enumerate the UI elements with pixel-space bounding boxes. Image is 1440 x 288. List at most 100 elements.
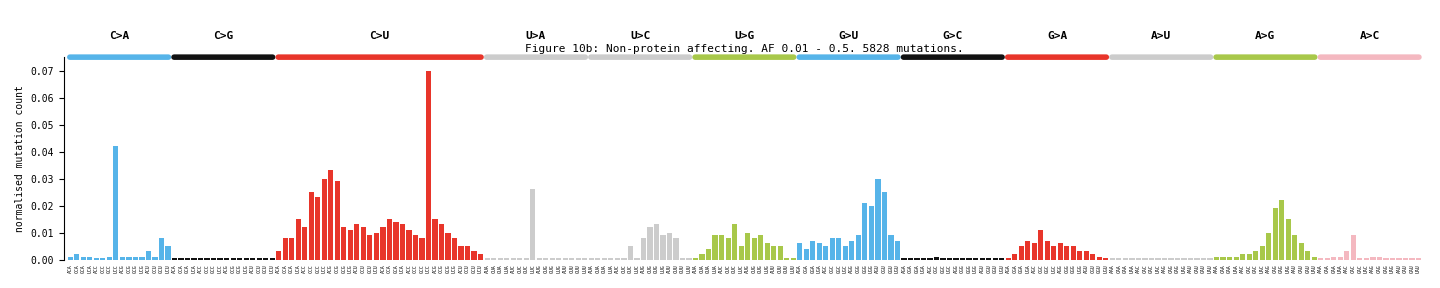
Bar (654, 224, 660, 259)
Bar (1312, 257, 1318, 259)
Bar (511, 258, 516, 259)
Bar (120, 257, 125, 259)
Bar (393, 222, 399, 259)
Bar (798, 243, 802, 259)
Bar (264, 258, 268, 259)
Bar (471, 251, 477, 259)
Bar (94, 258, 99, 259)
Bar (589, 258, 593, 259)
Bar (888, 235, 894, 259)
Bar (315, 198, 320, 259)
Bar (132, 257, 138, 259)
Bar (680, 258, 685, 259)
Bar (171, 258, 177, 259)
Bar (361, 227, 366, 259)
Bar (1403, 258, 1408, 259)
Bar (1286, 219, 1290, 259)
Bar (88, 257, 92, 259)
Bar (674, 238, 678, 259)
Bar (524, 258, 528, 259)
Bar (452, 238, 456, 259)
Bar (530, 189, 536, 259)
Bar (863, 203, 867, 259)
Bar (829, 238, 835, 259)
Bar (770, 246, 776, 259)
Y-axis label: normalised mutation count: normalised mutation count (14, 85, 24, 232)
Bar (145, 251, 151, 259)
Text: C>U: C>U (370, 31, 390, 41)
Bar (1221, 257, 1225, 259)
Bar (498, 258, 503, 259)
Bar (432, 219, 438, 259)
Bar (732, 224, 737, 259)
Bar (419, 238, 425, 259)
Bar (582, 258, 588, 259)
Bar (687, 258, 691, 259)
Bar (739, 246, 743, 259)
Bar (1325, 258, 1331, 259)
Bar (1344, 251, 1349, 259)
Bar (1084, 251, 1089, 259)
Bar (334, 181, 340, 259)
Bar (667, 232, 672, 259)
Bar (1364, 258, 1369, 259)
Bar (295, 219, 301, 259)
Bar (1051, 246, 1057, 259)
Bar (1188, 258, 1194, 259)
Bar (387, 219, 392, 259)
Bar (1025, 241, 1030, 259)
Bar (992, 258, 998, 259)
Text: G>U: G>U (838, 31, 858, 41)
Bar (621, 258, 626, 259)
Bar (465, 246, 471, 259)
Bar (192, 258, 197, 259)
Bar (765, 243, 770, 259)
Bar (726, 238, 730, 259)
Text: U>C: U>C (631, 31, 651, 41)
Bar (661, 235, 665, 259)
Bar (328, 170, 334, 259)
Bar (81, 257, 86, 259)
Bar (1208, 258, 1212, 259)
Bar (868, 206, 874, 259)
Bar (986, 258, 991, 259)
Bar (1018, 246, 1024, 259)
Bar (1071, 246, 1076, 259)
Bar (1012, 254, 1017, 259)
Bar (225, 258, 229, 259)
Bar (1234, 257, 1238, 259)
Bar (837, 238, 841, 259)
Bar (1194, 258, 1200, 259)
Bar (107, 257, 112, 259)
Bar (212, 258, 216, 259)
Bar (537, 258, 541, 259)
Bar (744, 232, 750, 259)
Bar (308, 192, 314, 259)
Bar (816, 243, 822, 259)
Bar (504, 258, 510, 259)
Bar (1181, 258, 1187, 259)
Bar (1116, 258, 1122, 259)
Bar (197, 258, 203, 259)
Bar (804, 249, 809, 259)
Bar (204, 258, 210, 259)
Text: G>A: G>A (1047, 31, 1067, 41)
Bar (1031, 243, 1037, 259)
Bar (1397, 258, 1401, 259)
Bar (973, 258, 978, 259)
Bar (269, 258, 275, 259)
Bar (217, 258, 223, 259)
Bar (713, 235, 717, 259)
Bar (347, 230, 353, 259)
Bar (1201, 258, 1207, 259)
Bar (478, 254, 484, 259)
Bar (354, 224, 360, 259)
Bar (1371, 257, 1375, 259)
Bar (752, 238, 757, 259)
Title: Figure 10b: Non-protein affecting. AF 0.01 - 0.5. 5828 mutations.: Figure 10b: Non-protein affecting. AF 0.… (526, 43, 963, 54)
Bar (563, 258, 567, 259)
Bar (1090, 254, 1096, 259)
Text: U>G: U>G (734, 31, 755, 41)
Bar (615, 258, 621, 259)
Bar (341, 227, 347, 259)
